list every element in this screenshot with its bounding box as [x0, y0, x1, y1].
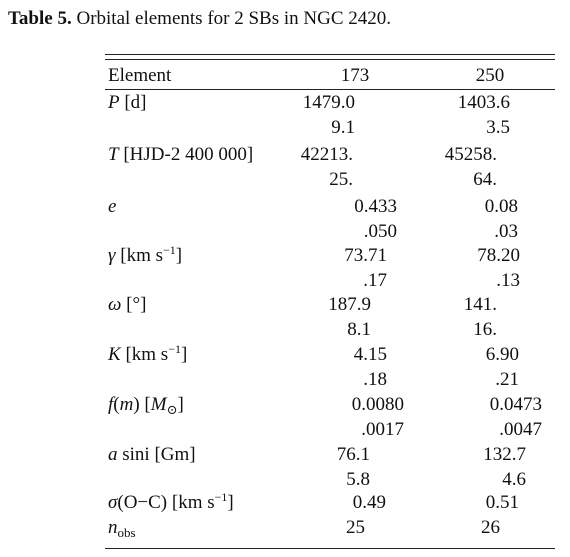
error: .0047	[499, 419, 542, 440]
column-header: 173	[340, 65, 370, 86]
label-part: γ	[108, 245, 116, 266]
value: 1479.0	[302, 92, 355, 113]
label-part: K	[108, 344, 121, 365]
label-part: (	[113, 394, 120, 415]
label-part: [km s	[120, 344, 169, 365]
error: .13	[496, 270, 520, 291]
value: 0.08	[484, 196, 518, 217]
error: 9.1	[331, 117, 355, 138]
error: .0017	[361, 419, 404, 440]
value: 26	[481, 517, 500, 538]
value: 76.1	[336, 444, 370, 465]
rule	[105, 548, 555, 549]
label-part: σ	[108, 492, 118, 513]
row-label: f(m) [M⊙]	[108, 394, 184, 416]
row-label: P [d]	[108, 92, 147, 114]
label-part: a	[108, 444, 118, 465]
column-header: 250	[475, 65, 505, 86]
label-part: m	[119, 394, 134, 415]
label-part: ω	[108, 294, 122, 315]
value: 4.15	[353, 344, 387, 365]
label-part: (O−C) [km s	[117, 492, 215, 513]
error: 25.	[329, 169, 353, 190]
value: 1403.6	[457, 92, 510, 113]
error: 64.	[473, 169, 497, 190]
value: 25	[346, 517, 365, 538]
label-part: ]	[177, 394, 184, 415]
label-part: P	[108, 92, 120, 113]
label-part: [km s	[115, 245, 163, 266]
label-part: T	[108, 144, 119, 165]
label-part: ) [	[133, 394, 151, 415]
value: 45258.	[444, 144, 497, 165]
label-part: [HJD-2 400 000]	[118, 144, 254, 165]
value: 0.433	[354, 196, 397, 217]
row-label: K [km s−1]	[108, 342, 188, 366]
value: 141.	[463, 294, 497, 315]
error: 8.1	[347, 319, 371, 340]
row-label: T [HJD-2 400 000]	[108, 144, 253, 166]
label-part: [°]	[121, 294, 147, 315]
caption: Table 5. Orbital elements for 2 SBs in N…	[8, 8, 391, 30]
error: .17	[363, 270, 387, 291]
error: 5.8	[346, 469, 370, 490]
row-label: ω [°]	[108, 294, 146, 316]
label-part: M	[150, 394, 167, 415]
rule	[105, 89, 555, 90]
value: 73.71	[344, 245, 387, 266]
caption-label: Table 5.	[8, 8, 72, 29]
row-label: e	[108, 196, 116, 218]
value: 132.7	[483, 444, 526, 465]
error: 3.5	[486, 117, 510, 138]
value: 187.9	[328, 294, 371, 315]
row-label: nobs	[108, 517, 136, 539]
label-part: f	[108, 394, 114, 415]
row-label: γ [km s−1]	[108, 243, 183, 267]
label-part: −1	[168, 342, 181, 356]
value: 0.49	[352, 492, 386, 513]
error: .03	[494, 221, 518, 242]
error: .21	[495, 369, 519, 390]
label-part: obs	[117, 525, 136, 540]
label-part: ]	[180, 344, 188, 365]
label-part: −1	[163, 243, 176, 257]
rule	[105, 59, 555, 60]
error: 16.	[473, 319, 497, 340]
label-part: e	[108, 196, 117, 217]
column-header: Element	[108, 65, 172, 86]
value: 0.0473	[489, 394, 542, 415]
value: 0.51	[485, 492, 519, 513]
label-part: −1	[214, 490, 228, 504]
row-label: σ(O−C) [km s−1]	[108, 490, 234, 514]
label-part: n	[108, 517, 118, 538]
label-part: sini [Gm]	[117, 444, 196, 465]
error: .050	[363, 221, 397, 242]
row-label: a sini [Gm]	[108, 444, 196, 466]
label-part: ]	[175, 245, 183, 266]
rule	[105, 54, 555, 55]
label-part: ]	[227, 492, 234, 513]
caption-title: Orbital elements for 2 SBs in NGC 2420.	[71, 8, 391, 29]
error: 4.6	[502, 469, 526, 490]
value: 6.90	[485, 344, 519, 365]
value: 42213.	[300, 144, 353, 165]
error: .18	[363, 369, 387, 390]
label-part: [d]	[119, 92, 147, 113]
label-part: ⊙	[166, 402, 178, 417]
value: 78.20	[477, 245, 520, 266]
value: 0.0080	[351, 394, 404, 415]
